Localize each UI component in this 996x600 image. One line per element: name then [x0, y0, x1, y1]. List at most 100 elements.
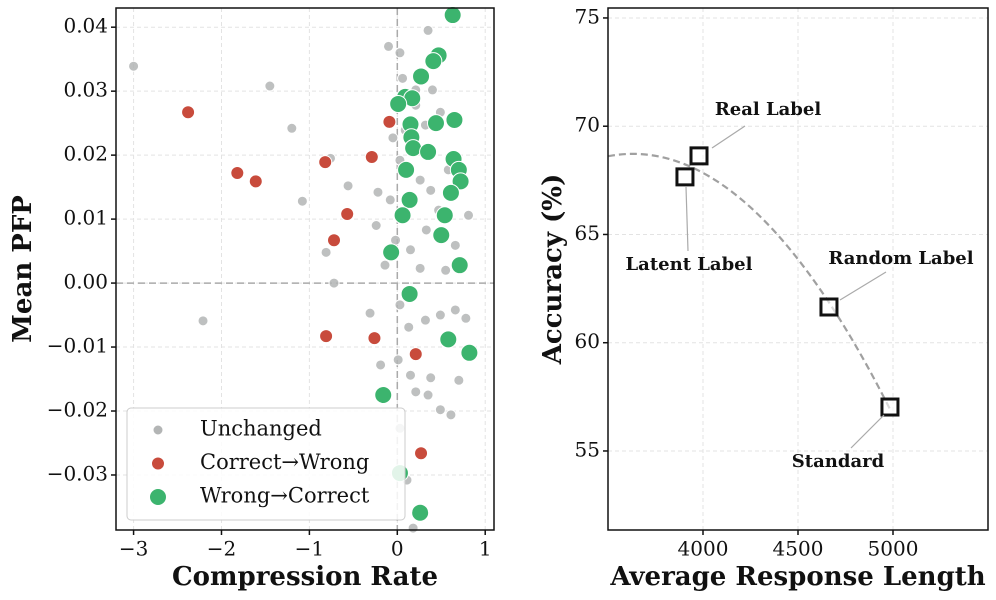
point [445, 110, 464, 129]
point [410, 386, 422, 398]
y-tick-label: −0.01 [47, 334, 108, 358]
annotation: Random Label [828, 248, 973, 269]
point [453, 374, 465, 386]
x-tick-label: 0 [391, 537, 404, 561]
marker [819, 297, 839, 317]
point [440, 264, 452, 276]
point [319, 329, 334, 344]
point [426, 114, 445, 133]
point [449, 304, 461, 316]
y-tick-label: −0.02 [47, 398, 108, 422]
point [408, 347, 423, 362]
point [441, 183, 460, 202]
point [432, 226, 451, 245]
point [419, 142, 438, 161]
x-axis-label: Average Response Length [609, 562, 985, 592]
point [422, 24, 434, 36]
point [383, 40, 395, 52]
point [425, 184, 437, 196]
trend-line [608, 152, 891, 410]
annotation-leader [685, 186, 689, 252]
point [426, 84, 438, 96]
point [439, 330, 458, 349]
point [382, 243, 401, 262]
point [460, 312, 472, 324]
point [181, 105, 196, 120]
x-axis-label: Compression Rate [172, 562, 438, 592]
point [412, 67, 431, 86]
point [327, 233, 342, 248]
annotation: Latent Label [626, 254, 753, 275]
x-tick-label: 5000 [868, 537, 919, 561]
y-tick-label: −0.03 [47, 461, 108, 485]
point [400, 284, 419, 303]
point [394, 47, 406, 59]
point [379, 259, 391, 271]
annotation: Standard [792, 451, 885, 472]
point [393, 206, 412, 225]
point [128, 60, 140, 72]
y-tick-label: 0.00 [63, 270, 108, 294]
point [414, 174, 426, 186]
y-tick-label: 0.03 [63, 78, 108, 102]
point [460, 343, 479, 362]
point [387, 132, 399, 144]
point [389, 94, 408, 113]
point [404, 369, 416, 381]
point [340, 206, 355, 221]
marker [689, 146, 709, 166]
point [403, 321, 415, 333]
legend-marker [152, 424, 164, 436]
point [318, 155, 333, 170]
point [435, 206, 454, 225]
axes-frame [115, 7, 495, 531]
legend: Unchanged Correct→Wrong Wrong→Correct [126, 407, 406, 521]
legend-box [126, 407, 406, 521]
point [382, 114, 397, 129]
point [425, 372, 437, 384]
point [374, 386, 393, 405]
point [342, 180, 354, 192]
point [248, 174, 263, 189]
point [397, 72, 409, 84]
point [296, 195, 308, 207]
y-tick-label: 0.02 [63, 142, 108, 166]
point [463, 209, 475, 221]
legend-text: Wrong→Correct [200, 484, 370, 508]
point [422, 389, 434, 401]
y-tick-label: 0.04 [63, 14, 108, 38]
y-axis-label: Mean PFP [8, 195, 38, 343]
point [375, 359, 387, 371]
point [424, 52, 443, 71]
point [328, 277, 340, 289]
point [449, 239, 461, 251]
point [264, 80, 276, 92]
y-tick-label: 70 [575, 113, 600, 137]
legend-marker [151, 456, 165, 471]
marker [880, 397, 900, 417]
x-tick-label: 4500 [773, 537, 824, 561]
point [411, 503, 430, 522]
legend-text: Correct→Wrong [200, 450, 369, 474]
point [230, 166, 245, 181]
annotation-leader [711, 125, 746, 149]
y-tick-label: 60 [575, 329, 600, 353]
point [364, 307, 376, 319]
point [419, 314, 431, 326]
y-tick-label: 75 [575, 4, 600, 28]
point [320, 246, 332, 258]
point [400, 190, 419, 209]
y-tick-label: 65 [575, 221, 600, 245]
x-tick-label: −1 [295, 537, 324, 561]
point [364, 150, 379, 165]
point [367, 331, 382, 346]
marker [675, 167, 695, 187]
x-tick-label: 1 [479, 537, 492, 561]
axes-frame [607, 7, 989, 531]
point [372, 186, 384, 198]
x-tick-label: 4000 [678, 537, 729, 561]
point [392, 354, 404, 366]
y-axis-label: Accuracy (%) [538, 174, 568, 366]
y-tick-label: 0.01 [63, 206, 108, 230]
